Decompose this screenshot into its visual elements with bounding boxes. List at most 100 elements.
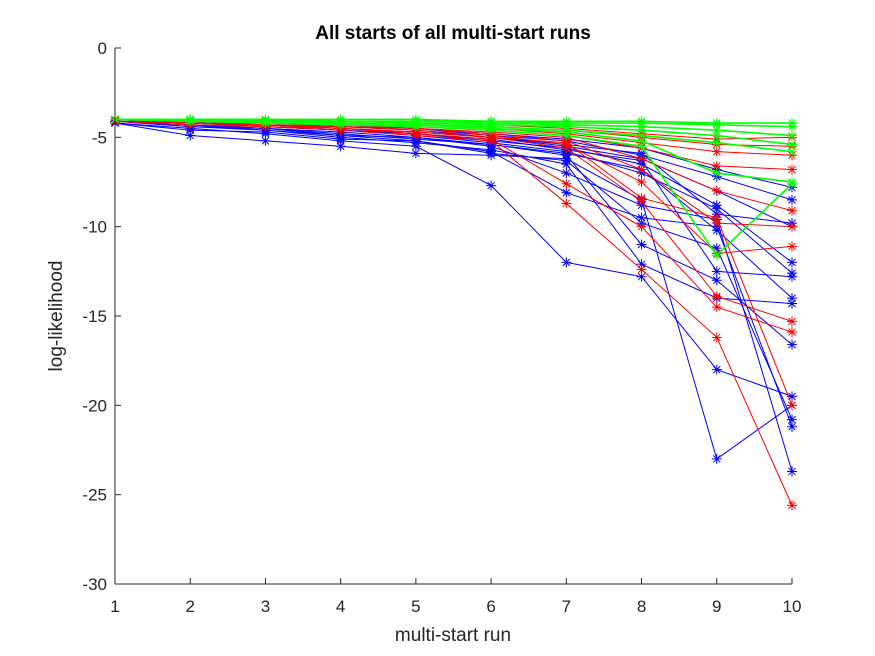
data-point-marker bbox=[787, 466, 797, 477]
series-line bbox=[114, 120, 793, 472]
series-line bbox=[114, 120, 793, 506]
data-point-marker bbox=[711, 302, 722, 313]
data-point-marker bbox=[711, 212, 722, 223]
data-point-marker bbox=[787, 271, 797, 282]
series-line bbox=[114, 120, 793, 406]
x-axis-label: multi-start run bbox=[395, 625, 511, 646]
data-point-marker bbox=[711, 125, 722, 136]
data-point-marker bbox=[711, 119, 722, 130]
data-point-marker bbox=[410, 135, 421, 146]
chart-title: All starts of all multi-start runs bbox=[315, 23, 591, 44]
data-point-marker bbox=[335, 130, 346, 141]
y-axis-label: log-likelihood bbox=[46, 261, 67, 372]
data-point-marker bbox=[636, 141, 647, 152]
data-point-marker bbox=[260, 135, 271, 146]
x-tick-label: 6 bbox=[486, 597, 495, 616]
data-point-marker bbox=[636, 135, 647, 146]
y-tick-label: 0 bbox=[98, 39, 107, 58]
data-point-marker bbox=[787, 139, 797, 150]
data-point-marker bbox=[787, 500, 797, 511]
series-line bbox=[114, 118, 793, 322]
data-point-marker bbox=[711, 168, 722, 179]
data-point-marker bbox=[711, 130, 722, 141]
data-point-marker bbox=[787, 400, 797, 411]
y-tick-label: -15 bbox=[82, 307, 107, 326]
data-point-marker bbox=[711, 266, 722, 277]
x-tick-label: 4 bbox=[336, 597, 345, 616]
y-tick-label: -25 bbox=[82, 486, 107, 505]
x-axis-ticks: 1 2 3 4 5 6 7 8 9 10 bbox=[110, 578, 801, 616]
data-point-marker bbox=[636, 212, 647, 223]
data-point-marker bbox=[335, 141, 346, 152]
data-point-marker bbox=[711, 250, 722, 261]
series-line bbox=[114, 122, 793, 427]
series-red-16 bbox=[110, 116, 797, 511]
data-point-marker bbox=[711, 332, 722, 343]
series-line bbox=[114, 120, 793, 278]
data-point-marker bbox=[711, 200, 722, 211]
data-point-marker bbox=[711, 291, 722, 302]
data-point-marker bbox=[787, 257, 797, 268]
data-point-marker bbox=[787, 121, 797, 132]
data-point-marker bbox=[787, 327, 797, 338]
data-point-marker bbox=[787, 130, 797, 141]
data-point-marker bbox=[787, 164, 797, 175]
data-point-marker bbox=[561, 137, 572, 148]
data-point-marker bbox=[636, 125, 647, 136]
data-point-marker bbox=[636, 221, 647, 232]
data-point-marker bbox=[636, 130, 647, 141]
data-point-marker bbox=[486, 180, 497, 191]
data-point-marker bbox=[636, 177, 647, 187]
x-tick-label: 9 bbox=[712, 597, 721, 616]
data-point-marker bbox=[636, 264, 647, 275]
series-line bbox=[114, 118, 793, 254]
data-point-marker bbox=[711, 453, 722, 464]
data-point-marker bbox=[787, 414, 797, 425]
data-point-marker bbox=[787, 205, 797, 216]
series-line bbox=[114, 118, 793, 257]
plot-area bbox=[110, 114, 797, 511]
data-point-marker bbox=[185, 130, 196, 141]
data-point-marker bbox=[787, 221, 797, 232]
y-tick-label: -5 bbox=[92, 128, 107, 147]
y-tick-label: -30 bbox=[82, 575, 107, 594]
data-point-marker bbox=[260, 118, 271, 129]
data-point-marker bbox=[711, 160, 722, 171]
data-point-marker bbox=[711, 243, 722, 254]
series-line bbox=[114, 122, 793, 460]
series-line bbox=[114, 118, 793, 274]
data-point-marker bbox=[711, 218, 722, 229]
series-line bbox=[114, 120, 793, 333]
data-point-marker bbox=[561, 187, 572, 198]
data-point-marker bbox=[335, 119, 346, 130]
data-point-marker bbox=[787, 316, 797, 327]
y-tick-label: -20 bbox=[82, 396, 107, 415]
data-point-marker bbox=[486, 132, 497, 143]
data-point-marker bbox=[561, 198, 572, 209]
data-point-marker bbox=[410, 121, 421, 132]
x-tick-label: 5 bbox=[411, 597, 420, 616]
series-line bbox=[114, 120, 793, 420]
x-tick-label: 10 bbox=[783, 597, 802, 616]
data-point-marker bbox=[636, 271, 647, 282]
data-point-marker bbox=[787, 339, 797, 350]
data-point-marker bbox=[185, 116, 196, 127]
data-point-marker bbox=[636, 153, 647, 164]
series-line bbox=[115, 118, 793, 153]
series-line bbox=[114, 122, 793, 397]
data-point-marker bbox=[636, 164, 647, 175]
series-line bbox=[115, 118, 793, 137]
series-line bbox=[114, 120, 793, 299]
data-point-marker bbox=[410, 148, 421, 159]
data-point-marker bbox=[636, 259, 647, 270]
data-point-marker bbox=[787, 146, 797, 157]
data-point-marker bbox=[636, 193, 647, 204]
x-tick-label: 1 bbox=[110, 597, 119, 616]
data-point-marker bbox=[787, 391, 797, 402]
series-blue-11 bbox=[110, 116, 797, 304]
data-point-marker bbox=[787, 178, 797, 189]
data-point-marker bbox=[561, 155, 572, 166]
data-point-marker bbox=[711, 364, 722, 375]
